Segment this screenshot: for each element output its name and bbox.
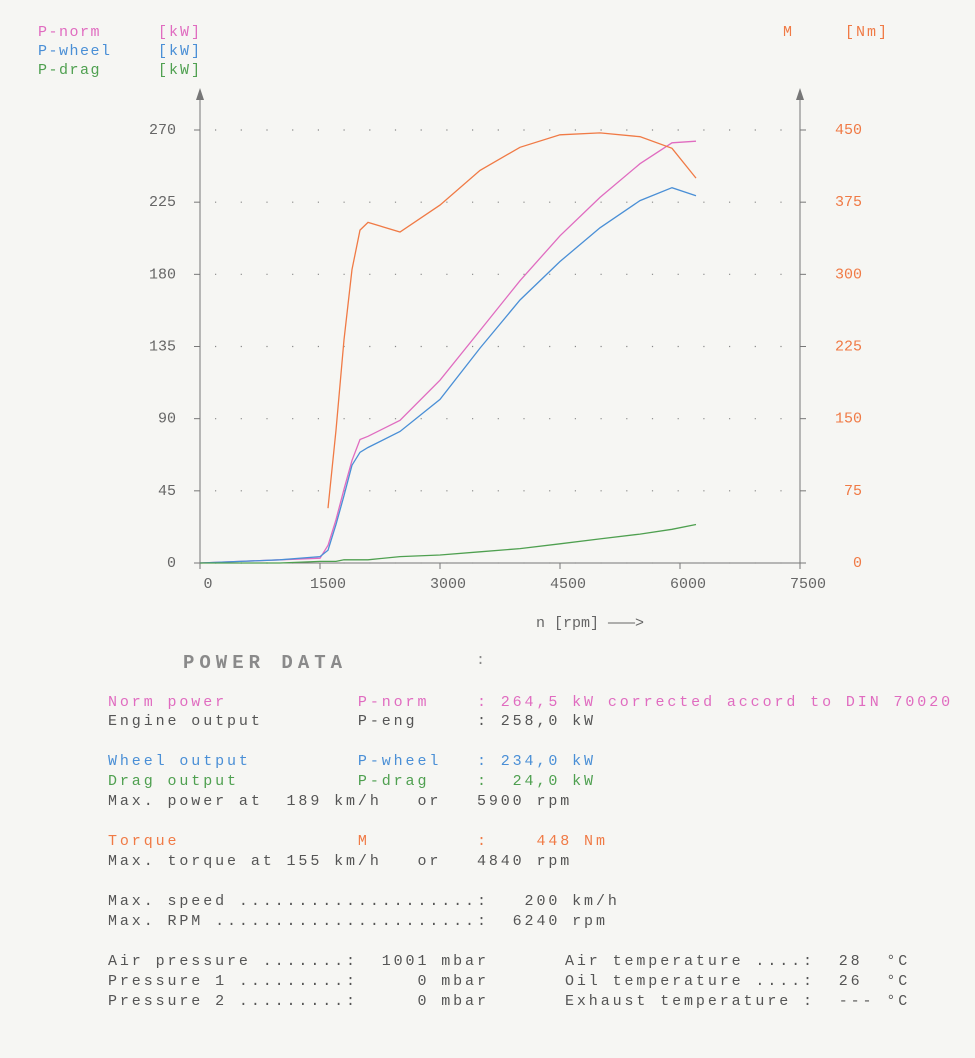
y2-tick-label: 150 [835, 411, 862, 428]
y2-tick-label: 450 [835, 122, 862, 139]
y2-tick-label: 300 [835, 266, 862, 283]
power-data-cell: Norm power P-norm : 264,5 kW corrected a… [108, 694, 954, 711]
power-data-cell: Max. speed ....................: 200 km/… [108, 893, 620, 910]
power-data-cell: Max. RPM ......................: 6240 rp… [108, 913, 608, 930]
legend-name: P-wheel [38, 43, 112, 60]
x-tick-label: 6000 [670, 576, 706, 593]
x-tick-label: 1500 [310, 576, 346, 593]
x-tick-label: 4500 [550, 576, 586, 593]
legend-unit: [kW] [158, 43, 202, 60]
y-tick-label: 0 [167, 555, 176, 572]
x-tick-label: 3000 [430, 576, 466, 593]
y2-tick-label: 375 [835, 194, 862, 211]
legend-name: P-drag [38, 62, 101, 79]
y-tick-label: 45 [158, 483, 176, 500]
power-data-cell: Pressure 1 .........: 0 mbar [108, 973, 489, 990]
power-data-cell: Max. power at 189 km/h or 5900 rpm [108, 793, 573, 810]
y-tick-label: 135 [149, 338, 176, 355]
power-data-cell: Wheel output P-wheel : 234,0 kW [108, 753, 596, 770]
x-tick-label: 0 [203, 576, 212, 593]
power-data-cell: Engine output P-eng : 258,0 kW [108, 713, 596, 730]
y2-tick-label: 225 [835, 338, 862, 355]
x-tick-label: 7500 [790, 576, 826, 593]
y2-axis-arrow [796, 88, 804, 100]
x-axis-label: n [rpm] ———> [536, 615, 644, 632]
power-data-cell: Oil temperature ....: 26 °C [565, 973, 911, 990]
series-line [327, 132, 697, 509]
y-tick-label: 225 [149, 194, 176, 211]
legend-unit: [kW] [158, 62, 202, 79]
power-data-cell: Drag output P-drag : 24,0 kW [108, 773, 596, 790]
y-tick-label: 90 [158, 411, 176, 428]
power-data-title: POWER DATA [183, 652, 348, 674]
power-data-separator: : [476, 652, 486, 669]
y-tick-label: 270 [149, 122, 176, 139]
series-line [199, 187, 697, 564]
legend-name: P-norm [38, 24, 101, 41]
power-data-cell: Air temperature ....: 28 °C [565, 953, 911, 970]
power-data-cell: Exhaust temperature : --- °C [565, 993, 911, 1010]
legend-name: M [783, 24, 792, 41]
power-data-cell: Pressure 2 .........: 0 mbar [108, 993, 489, 1010]
power-data-cell: Torque M : 448 Nm [108, 833, 608, 850]
series-line [199, 140, 697, 564]
y-axis-arrow [196, 88, 204, 100]
y-tick-label: 180 [149, 266, 176, 283]
power-data-cell: Max. torque at 155 km/h or 4840 rpm [108, 853, 573, 870]
legend-unit: [Nm] [845, 24, 889, 41]
chart: n [rpm] ———> 0 45 90 135 180 225 270 0 75 150 225 3… [38, 24, 889, 632]
y2-tick-label: 0 [853, 555, 862, 572]
legend-unit: [kW] [158, 24, 202, 41]
y2-tick-label: 75 [844, 483, 862, 500]
series-line [200, 523, 697, 564]
power-data-cell: Air pressure .......: 1001 mbar [108, 953, 489, 970]
